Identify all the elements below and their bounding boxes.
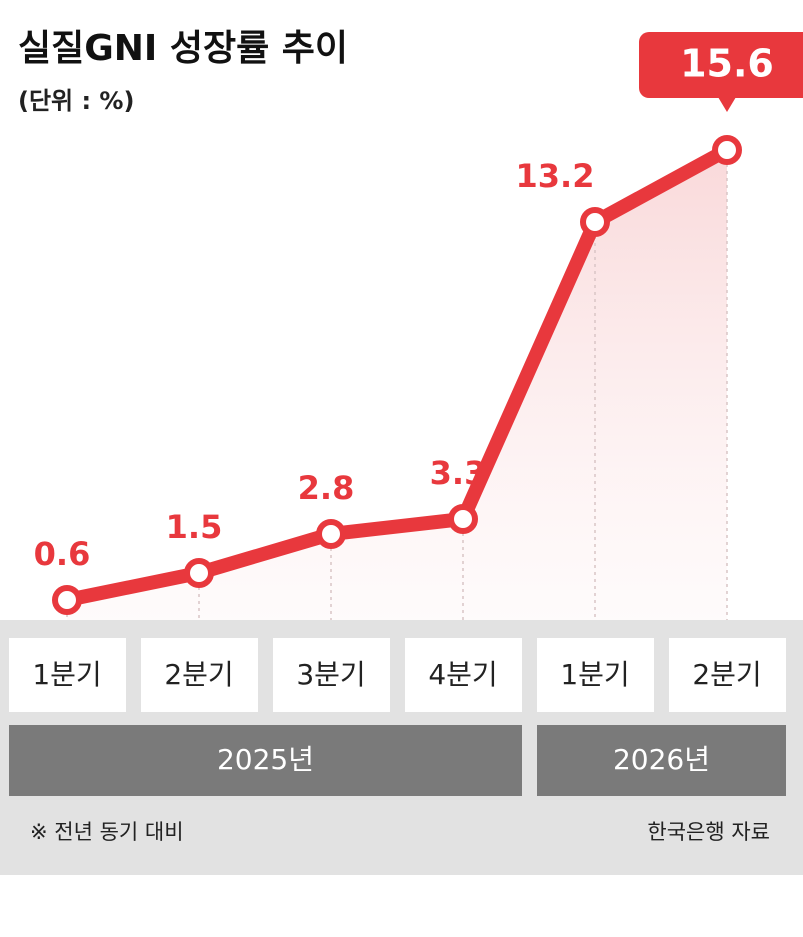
- point: [712, 135, 742, 165]
- x-tick-label: 2분기: [692, 658, 761, 691]
- category-box: [141, 638, 258, 712]
- value-label: 13.2: [516, 157, 595, 195]
- point: [184, 558, 214, 588]
- label-pointer: [718, 97, 736, 112]
- point: [52, 585, 82, 615]
- category-box: [537, 638, 654, 712]
- highlight-label: 15.6: [639, 32, 803, 112]
- x-tick-label: 4분기: [428, 658, 497, 691]
- value-label: 2.8: [298, 469, 355, 507]
- source: 한국은행 자료: [647, 820, 770, 844]
- area-fill: [67, 150, 727, 620]
- category-box: [405, 638, 522, 712]
- group-label: 2025년: [217, 743, 314, 776]
- label-box: [639, 32, 803, 98]
- group-label: 2026년: [613, 743, 710, 776]
- x-tick-label: 1분기: [560, 658, 629, 691]
- category-box: [273, 638, 390, 712]
- group-bar: [9, 725, 522, 796]
- chart-title: 실질GNI 성장률 추이: [18, 28, 348, 69]
- point: [448, 504, 478, 534]
- category-box: [669, 638, 786, 712]
- value-label: 0.6: [34, 535, 91, 573]
- x-tick-label: 1분기: [32, 658, 101, 691]
- value-label: 3.3: [430, 454, 487, 492]
- x-tick-label: 2분기: [164, 658, 233, 691]
- group-bar: [537, 725, 786, 796]
- point: [580, 207, 610, 237]
- note: ※ 전년 동기 대비: [30, 820, 184, 844]
- category-box: [9, 638, 126, 712]
- point: [316, 519, 346, 549]
- value-label: 1.5: [166, 508, 223, 546]
- line: [60, 143, 734, 607]
- chart-subtitle: (단위 : %): [18, 87, 134, 115]
- x-tick-label: 3분기: [296, 658, 365, 691]
- value-label: 15.6: [680, 42, 774, 86]
